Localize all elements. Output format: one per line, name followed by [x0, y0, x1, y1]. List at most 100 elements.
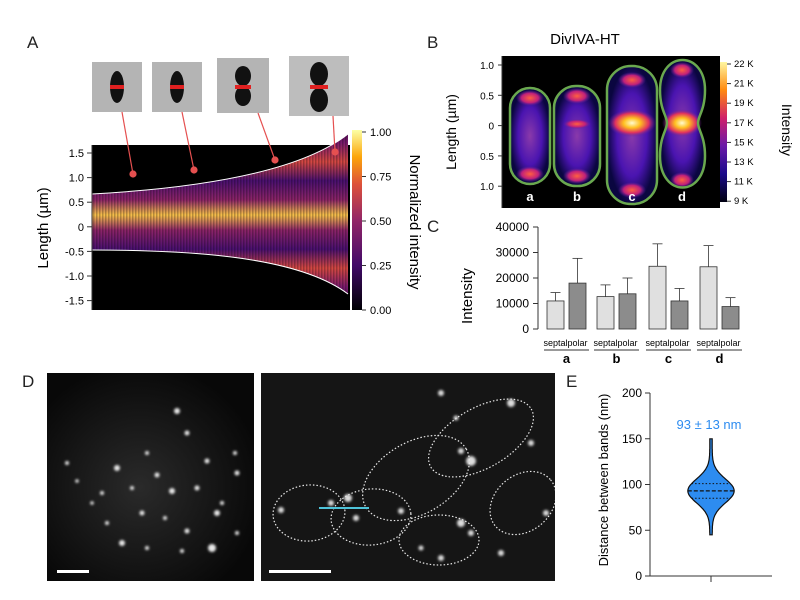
panel-c-y-ticks: 0 10000 20000 30000 40000 — [496, 220, 538, 336]
fluorescent-spot — [204, 458, 210, 464]
panel-label-d: D — [22, 372, 35, 391]
panel-e-chart: Distance between bands (nm) 0 50 100 150 200… — [596, 386, 772, 583]
fluorescent-spot — [139, 510, 145, 516]
panel-b-colorbar — [720, 62, 727, 202]
group-label-d: d — [716, 351, 724, 366]
cell-d — [658, 58, 707, 189]
panel-b-colorbar-tick-label: 19 K — [734, 98, 754, 109]
fluorescent-spot — [154, 472, 160, 478]
panel-a-colorbar-tick-label: 0.75 — [370, 172, 391, 184]
scale-bar-left — [57, 570, 89, 573]
fluorescent-spot — [130, 486, 134, 490]
group-label-c: c — [665, 351, 672, 366]
cell-thumbnail-4 — [289, 56, 349, 116]
panel-b-colorbar-tick-label: 17 K — [734, 118, 754, 129]
fluorescent-spot — [184, 430, 190, 436]
panel-c-y-tick-label: 20000 — [496, 271, 530, 285]
panel-a-y-tick-label: -1.5 — [65, 296, 84, 308]
bar-septal-b — [596, 296, 615, 330]
panel-a-figure: 1.51.00.50-0.5-1.0-1.5 Length (µm) 1.000… — [35, 56, 423, 317]
bar-category-label: polar — [567, 338, 587, 348]
panel-e-y-label: Distance between bands (nm) — [596, 394, 611, 567]
panel-a-y-tick-label: -0.5 — [65, 246, 84, 258]
fluorescent-spot — [466, 456, 476, 466]
panel-c-y-tick-label: 40000 — [496, 220, 530, 234]
violin-annotation: 93 ± 13 nm — [677, 417, 742, 432]
fluorescent-spot — [119, 540, 125, 546]
violin — [687, 438, 735, 536]
fluorescent-spot — [458, 448, 464, 454]
cell-label-b: b — [573, 189, 581, 204]
cell-label-c: c — [628, 189, 635, 204]
panel-a-colorbar — [352, 130, 362, 310]
fluorescent-spot — [328, 500, 334, 506]
panel-e-y-tick-label: 150 — [622, 432, 642, 446]
fluorescent-spot — [174, 408, 180, 414]
cell-label-a: a — [526, 189, 534, 204]
fluorescent-spot — [278, 507, 284, 513]
panel-b-y-tick-label: 0.5 — [480, 91, 494, 102]
violin-body — [687, 438, 735, 536]
bar-polar-c — [670, 300, 689, 330]
fluorescent-spot — [438, 390, 444, 396]
panel-a-y-tick-label: -1.0 — [65, 271, 84, 283]
cell-thumbnail-3 — [217, 58, 269, 113]
fluorescent-spot — [145, 546, 149, 550]
panel-b-y-tick-label: 0 — [488, 122, 494, 133]
fluorescent-spot — [353, 515, 359, 521]
fluorescent-spot — [438, 555, 444, 561]
fluorescent-spot — [145, 451, 149, 455]
bar-septal-a — [546, 300, 565, 330]
fluorescent-spot — [528, 440, 534, 446]
bar-category-label: polar — [669, 338, 689, 348]
panel-b-colorbar-tick-label: 13 K — [734, 157, 754, 168]
panel-c-y-tick-label: 30000 — [496, 246, 530, 260]
cell-c — [605, 64, 659, 206]
panel-b-colorbar-tick-label: 15 K — [734, 137, 754, 148]
panel-a-y-tick-label: 1.0 — [69, 173, 84, 185]
bar-category-label: polar — [720, 338, 740, 348]
cell-b — [552, 84, 602, 188]
bar-category-label: septal — [645, 338, 669, 348]
cell-label-d: d — [678, 189, 686, 204]
bar-septal-d — [699, 266, 718, 330]
fluorescent-spot — [184, 528, 190, 534]
panel-b-y-tick-label: 1.0 — [480, 182, 494, 193]
fluorescent-spot — [235, 531, 239, 535]
fluorescent-spot — [169, 488, 175, 494]
panel-a-colorbar-tick-label: 1.00 — [370, 127, 391, 139]
bar-polar-a — [568, 282, 587, 330]
panel-e-y-ticks: 0 50 100 150 200 — [622, 386, 650, 583]
panel-a-colorbar-label: Normalized intensity — [406, 154, 423, 290]
fluorescent-spot — [398, 508, 404, 514]
fluorescent-spot — [498, 550, 504, 556]
panel-e-y-tick-label: 200 — [622, 386, 642, 400]
fluorescent-spot — [105, 521, 109, 525]
fluorescent-spot — [543, 510, 549, 516]
bar-category-label: septal — [543, 338, 567, 348]
fluorescent-spot — [344, 494, 352, 502]
scale-bar-right — [269, 570, 331, 573]
bar-polar-b — [618, 293, 637, 330]
fluorescent-spot — [220, 501, 224, 505]
panel-e-y-tick-label: 50 — [629, 523, 643, 537]
bar-polar-d — [721, 306, 740, 330]
panel-label-e: E — [566, 372, 578, 391]
fluorescent-spot — [100, 491, 104, 495]
panel-c-bars: septal polar septal polar septal polar septal p… — [543, 243, 742, 366]
panel-label-b: B — [427, 33, 439, 52]
panel-b-colorbar-tick-label: 21 K — [734, 79, 754, 90]
panel-a-colorbar-tick-label: 0.50 — [370, 216, 391, 228]
panel-c-y-tick-label: 10000 — [496, 297, 530, 311]
bar-category-label: septal — [696, 338, 720, 348]
panel-b-title: DivIVA-HT — [550, 31, 620, 48]
panel-b-y-label: Length (µm) — [443, 94, 459, 170]
fluorescent-spot — [468, 530, 474, 536]
bar-septal-c — [648, 265, 667, 330]
panel-a-colorbar-tick-label: 0.00 — [370, 305, 391, 317]
panel-b-colorbar-tick-label: 22 K — [734, 59, 754, 70]
panel-a-y-tick-label: 0.5 — [69, 197, 84, 209]
bar-category-label: septal — [593, 338, 617, 348]
panel-b-y-ticks: 1.0 0.5 0 0.5 1.0 — [480, 61, 502, 193]
